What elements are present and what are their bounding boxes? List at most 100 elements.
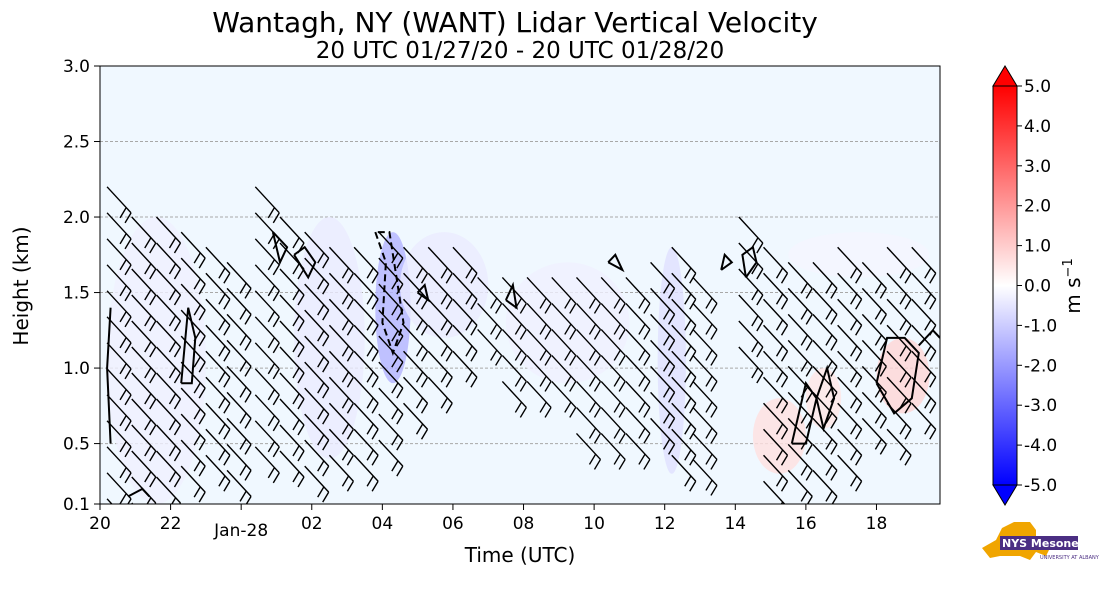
wind-barb-column-2: [155, 216, 182, 504]
wind-barb-feather: [684, 449, 692, 461]
wind-barb-feather: [780, 272, 789, 284]
wind-barb-feather: [391, 408, 399, 420]
wind-barb-staff: [787, 261, 813, 289]
wind-barb-staff: [526, 302, 552, 330]
wind-barb-column-21: [625, 276, 651, 470]
wind-barb-feather: [855, 298, 863, 310]
wind-barb-feather: [346, 454, 355, 466]
wind-barb-feather: [684, 397, 692, 409]
wind-barb-staff: [279, 450, 305, 478]
wind-barb-feather: [173, 398, 182, 410]
wind-barb-feather: [124, 342, 132, 354]
wind-barb-feather: [710, 407, 718, 418]
wind-barb-feather: [366, 397, 374, 409]
wind-barb-staff: [131, 268, 157, 296]
wind-barb-feather: [396, 413, 404, 425]
wind-barb-feather: [850, 371, 858, 383]
wind-barb-staff: [226, 417, 252, 445]
wind-barb-staff: [205, 402, 231, 430]
wind-barb-staff: [787, 313, 813, 341]
wind-barb-staff: [452, 298, 478, 326]
wind-barb-staff: [787, 391, 813, 419]
wind-barb-feather: [710, 485, 718, 496]
wind-barb-staff: [180, 257, 206, 285]
x-tick-label-6: 08: [513, 514, 535, 534]
wind-barb-staff: [304, 439, 330, 467]
logo-subline: UNIVERSITY AT ALBANY: [1040, 555, 1100, 561]
wind-barb-feather: [322, 257, 330, 269]
wind-barb-staff: [837, 454, 863, 482]
wind-barb-feather: [198, 361, 206, 373]
wind-barb-column-13: [427, 246, 453, 414]
wind-barb-staff: [353, 272, 379, 300]
wind-barb-feather: [613, 350, 621, 361]
wind-barb-staff: [600, 276, 626, 304]
wind-barb-staff: [812, 469, 838, 497]
wind-barb-feather: [317, 460, 325, 472]
wind-barb-column-17: [526, 276, 552, 418]
wind-barb-feather: [223, 454, 231, 466]
wind-barb-feather: [297, 242, 305, 254]
wind-barb-feather: [366, 371, 374, 383]
contour-13: [106, 307, 112, 444]
wind-barb-feather: [544, 355, 552, 366]
wind-barb-feather: [346, 324, 355, 336]
wind-barb-staff: [812, 339, 838, 367]
wind-barb-feather: [173, 320, 182, 332]
wind-barb-staff: [625, 354, 651, 382]
wind-barb-feather: [924, 345, 932, 357]
wind-barb-feather: [618, 433, 626, 444]
colorbar-tick-label-7: -2.0: [1024, 356, 1057, 376]
wind-barb-feather: [341, 319, 350, 331]
colorbar-tick-label-10: -5.0: [1024, 476, 1057, 496]
wind-barb-column-31: [886, 246, 912, 466]
wind-barb-feather: [193, 382, 201, 394]
wind-barb-feather: [149, 294, 157, 306]
wind-barb-feather: [643, 433, 651, 444]
wind-barb-staff: [575, 302, 601, 330]
wind-barb-staff: [155, 216, 181, 244]
wind-barb-feather: [125, 525, 131, 535]
wind-barb-feather: [322, 491, 330, 503]
wind-barb-staff: [763, 324, 789, 352]
wind-barb-staff: [378, 309, 404, 337]
wind-barb-column-6: [254, 186, 280, 484]
wind-barb-feather: [179, 502, 182, 504]
wind-barb-feather: [317, 278, 325, 290]
wind-barb-staff: [378, 413, 404, 441]
wind-barb-feather: [445, 272, 453, 284]
wind-barb-staff: [427, 376, 453, 404]
wind-barb-feather: [396, 335, 404, 347]
wind-barb-feather: [465, 371, 473, 383]
wind-barb-feather: [267, 337, 275, 349]
wind-barb-feather: [929, 428, 937, 440]
wind-barb-staff: [205, 246, 231, 274]
wind-barb-feather: [124, 368, 132, 380]
wind-barb-feather: [519, 407, 527, 418]
wind-barb-feather: [218, 423, 226, 435]
wind-barb-staff: [427, 324, 453, 352]
wind-barb-feather: [244, 469, 252, 481]
wind-barb-feather: [272, 420, 280, 432]
wind-barb-feather: [800, 490, 808, 502]
colorbar: 5.0 4.0 3.0 2.0 1.0 0.0 -1.0 -2.0 -3.0 -4.0 -5.0 m…: [992, 65, 1085, 506]
wind-barb-staff: [226, 469, 252, 497]
wind-barb-staff: [180, 439, 206, 467]
wind-barb-staff: [106, 446, 132, 474]
wind-barb-feather: [710, 433, 718, 444]
wind-barb-feather: [684, 423, 692, 435]
wind-barb-feather: [638, 298, 646, 309]
wind-barb-feather: [825, 490, 833, 502]
wind-barb-staff: [226, 313, 252, 341]
wind-barb-feather: [193, 330, 201, 342]
wind-barb-staff: [452, 350, 478, 378]
wind-barb-staff: [671, 272, 697, 300]
wind-barb-feather: [855, 454, 863, 466]
wind-barb-staff: [692, 354, 718, 382]
wind-barb-feather: [371, 480, 379, 492]
wind-barb-feather: [168, 445, 177, 457]
wind-barb-staff: [526, 354, 552, 382]
wind-barb-feather: [899, 345, 907, 357]
wind-barb-staff: [106, 316, 132, 344]
wind-barb-feather: [519, 329, 527, 340]
